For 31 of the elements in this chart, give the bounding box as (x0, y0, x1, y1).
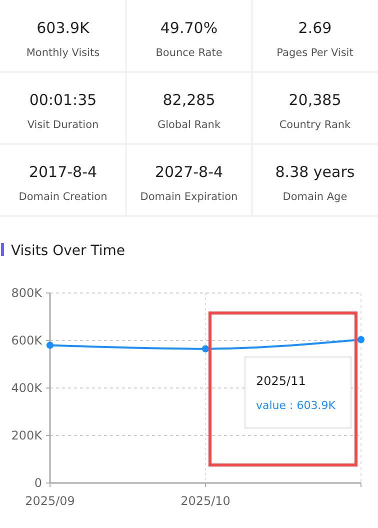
y-tick-label: 0 (34, 476, 42, 490)
text: Domain Creation (18, 191, 108, 203)
text: 2027-8-4 (154, 163, 224, 181)
text: 00:01:35 (29, 91, 97, 109)
point (202, 345, 210, 352)
text: Domain Age (282, 191, 348, 203)
y-tick-label: 200K (11, 428, 44, 442)
x-tick-label: 2025/09 (25, 494, 75, 508)
text: Global Rank (157, 119, 222, 131)
y-tick-label: 400K (11, 381, 44, 395)
annotation: 2025/11 (256, 374, 306, 388)
text: 2017-8-4 (28, 163, 98, 181)
x-tick-label: 2025/10 (180, 494, 230, 508)
text: Country Rank (279, 119, 352, 131)
text: Visit Duration (27, 119, 99, 131)
text: 49.70% (160, 19, 218, 37)
point (46, 342, 54, 349)
text: 82,285 (162, 91, 216, 109)
text: Monthly Visits (26, 47, 100, 59)
text: Domain Expiration (140, 191, 238, 203)
text: 603.9K (36, 19, 91, 37)
chart-title: Visits Over Time (11, 243, 125, 259)
text: 20,385 (288, 91, 342, 109)
y-tick-label: 800K (11, 286, 44, 300)
text: 2.69 (298, 19, 332, 37)
y-tick-label: 600K (11, 334, 44, 348)
text: 8.38 years (275, 163, 355, 181)
point (357, 336, 365, 344)
text: Bounce Rate (156, 47, 222, 59)
text: Pages Per Visit (276, 47, 354, 59)
annotation: value : 603.9K (256, 399, 336, 412)
